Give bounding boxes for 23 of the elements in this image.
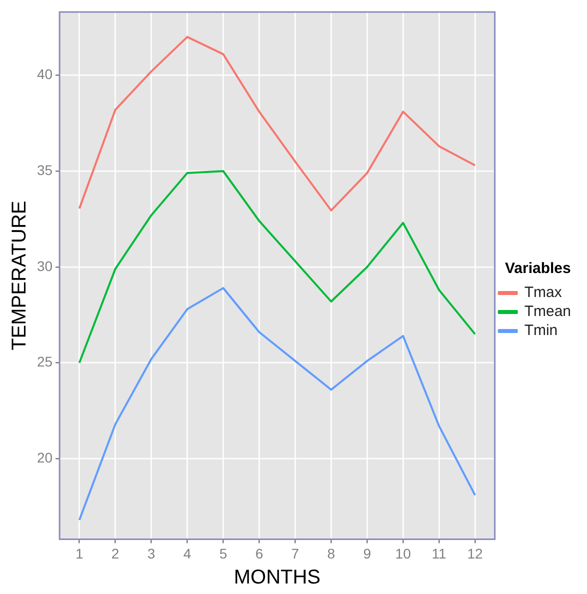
x-tick-label: 1 bbox=[75, 545, 84, 562]
x-axis-title: MONTHS bbox=[234, 566, 321, 589]
x-tick-label: 7 bbox=[291, 545, 300, 562]
x-tick-label: 2 bbox=[111, 545, 120, 562]
y-tick-label: 35 bbox=[36, 162, 53, 178]
y-tick-label: 25 bbox=[36, 354, 53, 370]
x-tick-label: 4 bbox=[183, 545, 192, 562]
x-tick-label: 10 bbox=[395, 545, 412, 562]
y-tick-label: 20 bbox=[36, 450, 53, 466]
x-tick-label: 5 bbox=[219, 545, 228, 562]
x-tick-label: 6 bbox=[255, 545, 264, 562]
legend-title: Variables bbox=[504, 260, 571, 278]
legend-label: Tmean bbox=[524, 303, 572, 320]
x-tick-label: 12 bbox=[467, 545, 484, 562]
legend-label: Tmax bbox=[524, 284, 562, 302]
y-axis-title: TEMPERATURE bbox=[8, 200, 31, 350]
x-tick-label: 8 bbox=[327, 545, 336, 562]
x-tick-label: 9 bbox=[363, 545, 372, 562]
y-tick-label: 30 bbox=[36, 258, 53, 274]
legend-label: Tmin bbox=[524, 322, 558, 340]
x-tick-label: 3 bbox=[147, 545, 156, 562]
x-tick-label: 11 bbox=[432, 545, 447, 562]
y-tick-label: 40 bbox=[36, 66, 53, 82]
